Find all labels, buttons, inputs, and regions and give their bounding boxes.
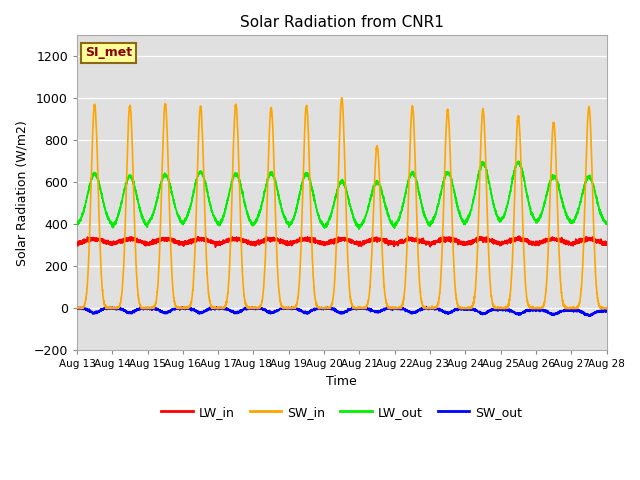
Y-axis label: Solar Radiation (W/m2): Solar Radiation (W/m2) <box>15 120 28 266</box>
LW_in <box>73 239 81 245</box>
LW_out <box>490 204 498 209</box>
SW_out <box>602 307 610 313</box>
LW_out <box>322 224 330 229</box>
SW_out <box>490 306 498 312</box>
SW_out <box>603 309 611 314</box>
SW_out <box>431 306 439 312</box>
SW_in <box>491 305 499 311</box>
SW_in <box>73 305 81 311</box>
LW_out <box>431 212 439 218</box>
LW_out <box>602 221 610 227</box>
LW_out <box>603 221 611 227</box>
Title: Solar Radiation from CNR1: Solar Radiation from CNR1 <box>240 15 444 30</box>
SW_out <box>322 306 330 312</box>
SW_out <box>461 307 468 312</box>
Bar <box>77 140 607 266</box>
LW_in <box>212 244 220 250</box>
LW_in <box>515 233 523 239</box>
Line: LW_out: LW_out <box>77 161 607 229</box>
SW_in <box>602 305 610 311</box>
Text: SI_met: SI_met <box>85 47 132 60</box>
SW_in <box>338 95 346 101</box>
SW_out <box>585 313 593 319</box>
LW_in <box>322 240 330 245</box>
SW_in <box>603 305 611 311</box>
LW_in <box>431 239 439 245</box>
LW_out <box>461 220 468 226</box>
X-axis label: Time: Time <box>326 375 357 388</box>
Line: SW_in: SW_in <box>77 98 607 308</box>
Line: LW_in: LW_in <box>77 236 607 247</box>
SW_out <box>73 305 81 311</box>
Line: SW_out: SW_out <box>77 307 607 316</box>
SW_in <box>168 277 176 283</box>
LW_out <box>73 221 81 227</box>
Legend: LW_in, SW_in, LW_out, SW_out: LW_in, SW_in, LW_out, SW_out <box>156 401 527 424</box>
LW_in <box>461 242 468 248</box>
LW_out <box>515 158 522 164</box>
LW_in <box>602 242 610 248</box>
LW_in <box>490 237 498 243</box>
SW_in <box>322 305 330 311</box>
SW_in <box>431 305 439 311</box>
LW_out <box>355 226 363 232</box>
LW_out <box>168 191 176 196</box>
LW_in <box>168 236 176 241</box>
SW_in <box>73 305 81 311</box>
SW_in <box>461 305 468 311</box>
SW_out <box>422 304 430 310</box>
SW_out <box>168 307 176 313</box>
LW_in <box>603 242 611 248</box>
